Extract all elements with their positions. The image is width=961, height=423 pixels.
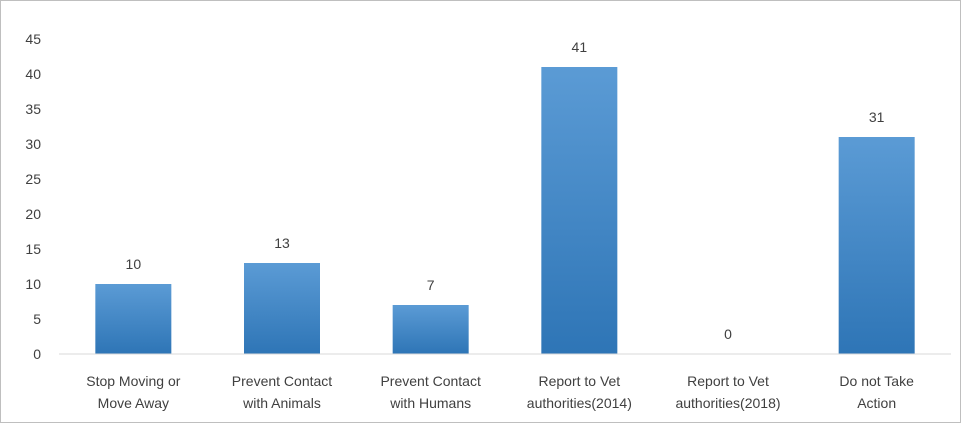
data-label: 0 <box>724 326 732 342</box>
x-tick-label: Report to Vet authorities(2018) <box>675 373 780 411</box>
data-label: 31 <box>869 109 885 125</box>
y-tick-label: 25 <box>25 171 41 187</box>
x-tick-label: Prevent Contact with Humans <box>380 373 480 411</box>
y-tick-label: 40 <box>25 66 41 82</box>
x-tick-label: Stop Moving or Move Away <box>86 373 180 411</box>
bar <box>541 67 618 354</box>
y-tick-label: 20 <box>25 206 41 222</box>
y-tick-label: 30 <box>25 136 41 152</box>
x-tick-label: Report to Vet authorities(2014) <box>527 373 632 411</box>
y-tick-label: 5 <box>33 311 41 327</box>
bar <box>95 284 172 354</box>
y-tick-label: 45 <box>25 31 41 47</box>
bar <box>838 137 915 354</box>
data-label: 10 <box>126 256 142 272</box>
x-tick-label: Do not Take Action <box>839 373 914 411</box>
y-tick-label: 15 <box>25 241 41 257</box>
data-label: 13 <box>274 235 290 251</box>
y-tick-label: 35 <box>25 101 41 117</box>
data-label: 41 <box>572 39 588 55</box>
x-tick-label: Prevent Contact with Animals <box>232 373 332 411</box>
y-tick-label: 10 <box>25 276 41 292</box>
x-axis: Stop Moving or Move Away Prevent Contact wi… <box>59 353 951 411</box>
y-tick-label: 0 <box>33 346 41 362</box>
bars: 10 13 7 41 0 31 <box>95 39 915 354</box>
data-label: 7 <box>427 277 435 293</box>
y-axis: 0 5 10 15 20 25 30 35 40 45 <box>25 31 41 362</box>
bar <box>392 305 469 354</box>
bar <box>244 263 320 354</box>
